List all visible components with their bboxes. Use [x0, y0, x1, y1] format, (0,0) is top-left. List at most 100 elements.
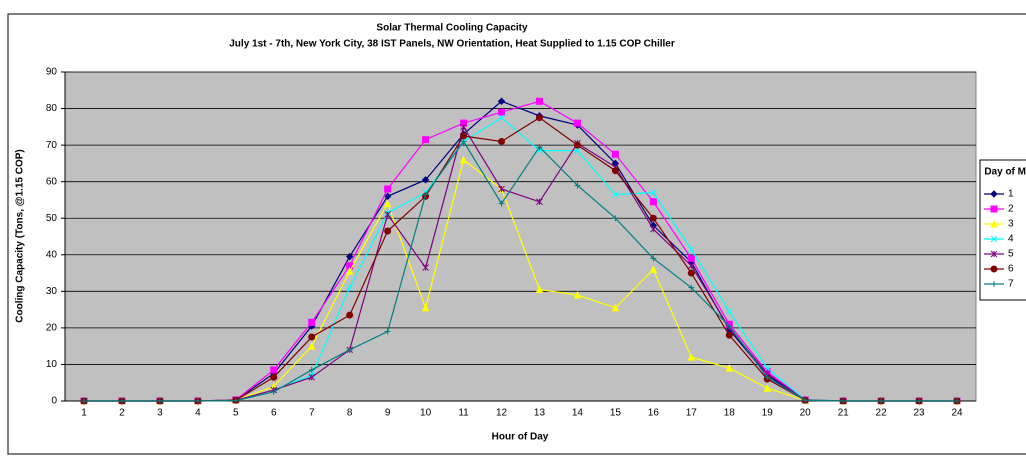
y-axis-label: Cooling Capacity (Tons, @1.15 COP): [15, 149, 26, 322]
point: [916, 398, 923, 404]
point: [536, 143, 543, 150]
point: [687, 262, 695, 270]
point: [308, 373, 316, 381]
x-tick-label: 22: [876, 408, 888, 419]
point: [649, 198, 657, 206]
legend-marker: [991, 281, 997, 287]
x-tick-label: 19: [762, 408, 774, 419]
legend-box: [979, 159, 1026, 301]
plot-area: [64, 71, 977, 402]
point: [307, 342, 316, 350]
legend-marker: [990, 205, 998, 213]
x-tick-label: 1: [81, 408, 87, 419]
chart-title: Solar Thermal Cooling Capacity: [376, 23, 528, 34]
point: [118, 398, 125, 404]
legend-label: 6: [1008, 264, 1014, 275]
x-tick-label: 5: [233, 408, 239, 419]
point: [650, 255, 657, 262]
point: [384, 211, 391, 218]
point: [345, 267, 354, 275]
point: [802, 397, 809, 404]
x-tick-label: 21: [838, 408, 850, 419]
x-tick-label: 13: [534, 408, 546, 419]
point: [954, 398, 961, 404]
y-tick-label: 80: [46, 103, 58, 114]
point: [840, 398, 847, 404]
point: [649, 265, 658, 273]
point: [460, 138, 467, 145]
point: [421, 176, 430, 184]
legend-title: Day of Month: [984, 167, 1026, 178]
point: [422, 264, 429, 271]
point: [725, 308, 733, 315]
point: [459, 155, 468, 164]
x-tick-label: 23: [914, 408, 926, 419]
y-tick-label: 60: [46, 176, 58, 187]
legend-label: 4: [1008, 234, 1014, 245]
point: [383, 192, 392, 200]
point: [308, 366, 315, 373]
point: [384, 185, 392, 193]
y-tick-label: 40: [46, 249, 58, 260]
point: [270, 388, 277, 395]
point: [422, 191, 429, 198]
point: [156, 398, 163, 404]
point: [878, 398, 885, 404]
point: [460, 132, 468, 140]
x-tick-label: 24: [951, 408, 963, 419]
point: [649, 214, 657, 222]
point: [574, 182, 581, 189]
y-tick-label: 0: [51, 396, 57, 407]
point: [687, 353, 696, 361]
legend-marker: [990, 190, 998, 198]
legend-marker: [990, 250, 998, 258]
point: [346, 262, 354, 270]
point: [726, 323, 733, 330]
point: [535, 114, 543, 122]
point: [346, 346, 353, 353]
x-tick-label: 17: [686, 408, 698, 419]
point: [687, 254, 695, 262]
point: [345, 252, 354, 261]
point: [611, 303, 620, 312]
x-tick-label: 12: [496, 408, 508, 419]
point: [80, 398, 87, 404]
point: [498, 108, 506, 116]
point: [422, 136, 430, 144]
x-tick-label: 10: [420, 408, 432, 419]
point: [497, 97, 506, 105]
chart-subtitle: July 1st - 7th, New York City, 38 IST Pa…: [229, 39, 675, 50]
point: [573, 141, 581, 149]
point: [688, 284, 695, 291]
x-tick-label: 11: [458, 408, 469, 419]
point: [384, 328, 391, 335]
point: [270, 366, 278, 374]
point: [612, 215, 619, 222]
point: [611, 167, 619, 175]
point: [764, 374, 771, 381]
y-tick-label: 50: [46, 213, 58, 224]
y-tick-label: 20: [46, 323, 58, 334]
x-tick-label: 4: [195, 408, 201, 419]
point: [194, 398, 201, 404]
point: [763, 364, 771, 372]
legend-label: 1: [1008, 189, 1014, 200]
point: [270, 373, 278, 381]
point: [232, 397, 239, 404]
point: [536, 198, 543, 206]
point: [346, 311, 354, 319]
point: [383, 199, 392, 208]
legend-label: 2: [1008, 204, 1014, 215]
x-tick-label: 7: [309, 408, 315, 419]
legend-label: 5: [1008, 249, 1014, 260]
point: [346, 284, 354, 292]
legend-marker: [990, 219, 998, 228]
legend-marker: [990, 265, 998, 273]
x-tick-label: 20: [800, 408, 812, 419]
point: [725, 331, 733, 339]
x-tick-label: 8: [347, 408, 353, 419]
legend-marker: [990, 235, 998, 243]
legend-label: 3: [1008, 219, 1014, 230]
point: [763, 384, 772, 392]
